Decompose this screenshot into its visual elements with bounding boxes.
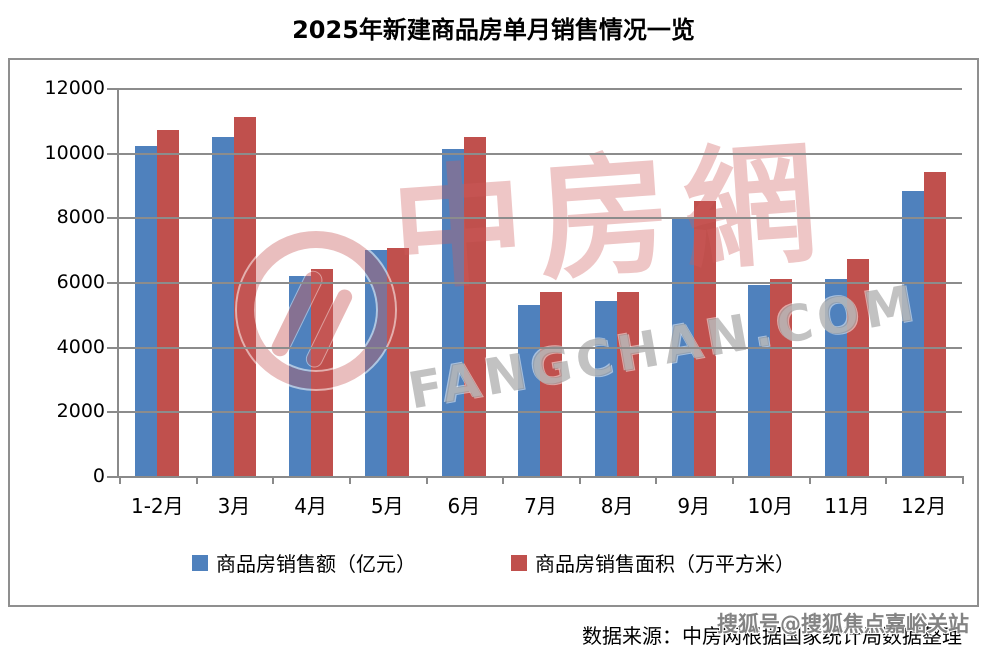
chart-title: 2025年新建商品房单月销售情况一览: [292, 16, 695, 44]
x-axis-tick: [425, 476, 428, 484]
y-axis-tick: [107, 88, 119, 90]
x-axis-label: 6月: [447, 494, 481, 518]
x-axis-tick: [272, 476, 275, 484]
bar-sales-area: [923, 172, 946, 476]
bar-sales-area: [233, 117, 256, 476]
legend-swatch-red-icon: [511, 554, 527, 571]
bar-sales-area: [310, 269, 333, 476]
bar-sales-amount: [288, 275, 311, 476]
y-axis-label: 2000: [56, 400, 105, 423]
y-axis-label: 6000: [56, 271, 105, 293]
legend: 商品房销售额（亿元） 商品房销售面积（万平方米）: [10, 548, 977, 577]
y-axis-tick: [107, 476, 119, 478]
y-axis-label: 10000: [44, 141, 105, 164]
y-axis-label: 4000: [56, 335, 105, 358]
x-axis-label: 3月: [217, 494, 251, 518]
x-axis-label: 4月: [294, 494, 327, 518]
x-axis-label: 10月: [747, 494, 794, 518]
chart-frame: 12000 10000 8000 6000 4000 2000 0 1-2月 3月 4月 5月 6月 7…: [8, 58, 979, 607]
x-axis-line: [117, 476, 962, 478]
x-axis-tick: [885, 476, 888, 484]
bar-group: [196, 88, 273, 476]
gridline: [119, 217, 962, 220]
gridline: [119, 152, 962, 155]
y-axis-tick: [107, 346, 119, 349]
x-axis-label: 7月: [524, 494, 557, 518]
y-axis-tick: [107, 152, 119, 155]
bar-group: [579, 88, 656, 476]
bar-group: [426, 88, 503, 476]
gridline: [119, 346, 962, 349]
x-axis-label: 1-2月: [130, 494, 184, 518]
bar-sales-amount: [441, 149, 464, 476]
bar-sales-area: [847, 259, 870, 476]
x-axis-tick: [962, 476, 964, 484]
bar-sales-area: [387, 248, 410, 476]
bar-group: [349, 88, 426, 476]
bar-sales-area: [617, 291, 640, 476]
x-axis-tick: [502, 476, 505, 484]
bar-sales-amount: [135, 146, 158, 476]
x-axis-tick: [195, 476, 198, 484]
gridline: [119, 282, 962, 284]
bar-sales-amount: [595, 301, 618, 476]
plot-area: 12000 10000 8000 6000 4000 2000 0 1-2月 3月 4月 5月 6月 7…: [45, 77, 964, 518]
bar-sales-amount: [365, 249, 388, 476]
data-source-text: 数据来源：中房网根据国家统计局数据整理: [582, 624, 962, 648]
y-axis-label: 12000: [44, 77, 105, 99]
bar-sales-amount: [211, 136, 234, 476]
x-axis-label: 5月: [370, 494, 404, 518]
y-axis-tick: [107, 411, 119, 414]
bar-sales-amount: [748, 285, 771, 476]
y-axis-tick: [107, 282, 119, 284]
bar-group: [809, 88, 886, 476]
x-axis-tick: [578, 476, 581, 484]
bar-sales-area: [693, 201, 716, 476]
x-axis-tick: [348, 476, 351, 484]
bar-sales-amount: [825, 278, 848, 476]
x-axis-tick: [119, 476, 121, 484]
legend-label-sales-area: 商品房销售面积（万平方米）: [535, 552, 795, 576]
bar-group: [119, 88, 196, 476]
legend-item-sales-area: 商品房销售面积（万平方米）: [511, 548, 795, 577]
x-axis-label: 8月: [600, 494, 634, 518]
y-axis-label: 8000: [56, 206, 105, 229]
legend-swatch-blue-icon: [192, 554, 208, 571]
bar-sales-area: [463, 136, 486, 476]
bar-group: [272, 88, 349, 476]
bar-group: [885, 88, 962, 476]
x-axis-tick: [655, 476, 658, 484]
x-axis-tick: [732, 476, 735, 484]
bar-group: [732, 88, 809, 476]
bar-sales-area: [770, 278, 793, 476]
bar-sales-area: [540, 291, 563, 476]
legend-item-sales-amount: 商品房销售额（亿元）: [192, 548, 416, 577]
gridline: [119, 411, 962, 414]
y-axis-tick: [107, 217, 119, 220]
x-axis-label: 11月: [824, 494, 870, 518]
x-axis-tick: [808, 476, 811, 484]
bar-sales-amount: [901, 191, 924, 476]
x-axis-label: 9月: [677, 494, 711, 518]
bar-sales-amount: [518, 304, 541, 476]
legend-label-sales-amount: 商品房销售额（亿元）: [216, 552, 416, 576]
gridline: [119, 88, 962, 90]
watermark-account-text: 搜狐号@搜狐焦点嘉峪关站: [717, 612, 969, 636]
y-axis-label: 0: [92, 465, 105, 487]
bar-sales-area: [157, 130, 180, 476]
x-axis-label: 12月: [900, 494, 947, 518]
